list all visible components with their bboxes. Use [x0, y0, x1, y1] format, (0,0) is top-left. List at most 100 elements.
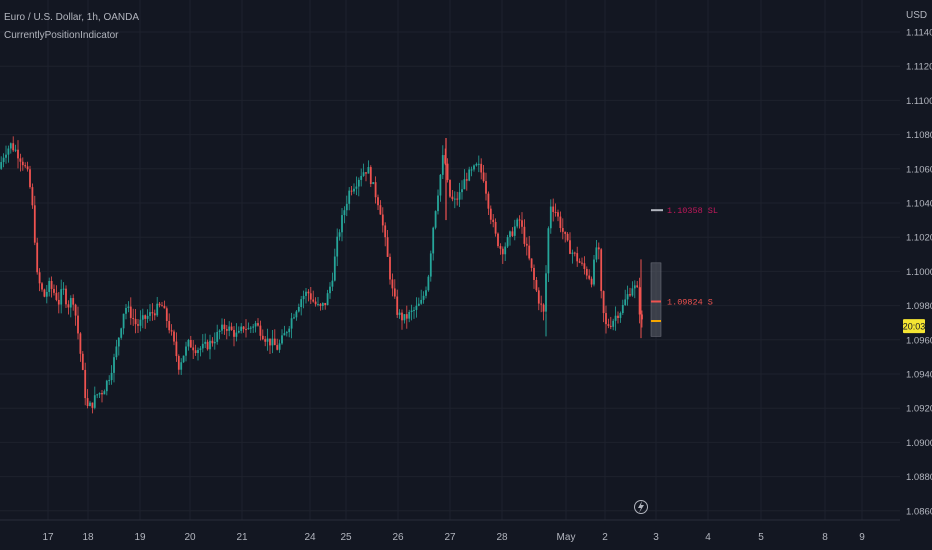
candle-body — [101, 393, 103, 395]
candle-body — [557, 212, 559, 217]
candle-body — [341, 215, 343, 233]
candle-body — [240, 326, 243, 331]
candle-body — [55, 292, 58, 300]
x-tick-label: 19 — [134, 532, 146, 543]
candle-body — [182, 355, 185, 363]
y-tick-label: 1.09200 — [906, 404, 932, 415]
candle-body — [525, 243, 528, 246]
candle-body — [45, 291, 48, 297]
candle-body — [573, 252, 576, 254]
candle-body — [149, 312, 151, 316]
candle-body — [497, 233, 499, 247]
candle-body — [62, 288, 65, 290]
candle-body — [31, 187, 34, 206]
candle-body — [521, 220, 523, 227]
candle-body — [516, 219, 519, 227]
candle-body — [254, 323, 257, 327]
candle-body — [269, 338, 271, 346]
candle-body — [336, 236, 339, 257]
candle-body — [571, 252, 574, 254]
candle-body — [12, 143, 15, 151]
candle-body — [84, 369, 87, 399]
candle-body — [333, 256, 336, 281]
x-tick-label: 25 — [340, 532, 352, 543]
candle-body — [67, 304, 70, 308]
candle-body — [223, 324, 226, 330]
candle-body — [549, 206, 552, 229]
candle-body — [585, 268, 588, 276]
candle-body — [216, 331, 219, 342]
indicator-name[interactable]: CurrentlyPositionIndicator — [4, 30, 119, 41]
candle-body — [477, 163, 480, 165]
candle-body — [38, 272, 41, 284]
candle-body — [444, 155, 447, 164]
candle-body — [105, 380, 108, 392]
candle-body — [453, 198, 456, 200]
x-tick-label: 3 — [653, 532, 659, 543]
candle-body — [547, 228, 550, 274]
candle-body — [367, 167, 370, 174]
entry-label: 1.09824 S — [667, 297, 713, 307]
candle-body — [180, 362, 183, 370]
candle-body — [108, 380, 111, 382]
candle-body — [365, 172, 367, 174]
candle-body — [283, 333, 286, 336]
y-tick-label: 1.09800 — [906, 301, 932, 312]
candle-body — [72, 298, 75, 305]
candle-body — [273, 338, 276, 346]
candle-body — [237, 330, 240, 333]
candle-body — [213, 341, 216, 344]
candle-body — [621, 305, 624, 314]
candle-body — [463, 179, 466, 190]
candle-body — [641, 314, 643, 320]
candle-body — [566, 233, 569, 241]
candle-body — [324, 302, 327, 306]
candle-body — [533, 267, 535, 280]
candle-body — [405, 314, 408, 319]
candle-body — [209, 340, 211, 350]
candle-body — [41, 283, 43, 290]
symbol-title[interactable]: Euro / U.S. Dollar, 1h, OANDA — [4, 12, 140, 23]
x-tick-label: 5 — [758, 532, 764, 543]
candle-body — [607, 324, 610, 326]
candle-body — [307, 291, 310, 294]
candle-body — [259, 325, 262, 336]
candle-body — [290, 318, 293, 329]
y-tick-label: 1.10400 — [906, 199, 932, 210]
candle-body — [24, 165, 27, 167]
candle-body — [446, 163, 449, 180]
candle-body — [53, 288, 55, 293]
candle-body — [228, 326, 231, 331]
candle-body — [595, 247, 598, 260]
candle-body — [374, 182, 377, 198]
candle-body — [398, 312, 401, 315]
candle-body — [96, 394, 99, 396]
candle-body — [624, 299, 627, 306]
candle-body — [338, 232, 341, 237]
candle-body — [266, 338, 269, 342]
candle-body — [561, 228, 564, 232]
x-tick-label: 21 — [236, 532, 248, 543]
position-box — [650, 262, 662, 337]
candle-body — [233, 329, 235, 337]
candle-body — [93, 395, 96, 408]
candle-body — [206, 341, 209, 350]
candle-body — [288, 328, 291, 333]
candle-body — [369, 167, 372, 185]
candle-body — [487, 193, 490, 209]
candle-body — [312, 299, 315, 302]
candle-body — [461, 189, 463, 193]
candle-body — [302, 295, 305, 300]
candle-body — [422, 295, 425, 300]
candle-body — [264, 339, 267, 342]
candle-body — [492, 219, 495, 222]
candle-body — [98, 393, 101, 395]
candle-body — [408, 311, 411, 319]
candle-body — [314, 301, 317, 305]
candle-body — [50, 280, 53, 289]
candle-body — [360, 175, 363, 180]
candle-body — [633, 285, 636, 289]
candle-body — [79, 333, 82, 354]
x-tick-label: 28 — [496, 532, 508, 543]
